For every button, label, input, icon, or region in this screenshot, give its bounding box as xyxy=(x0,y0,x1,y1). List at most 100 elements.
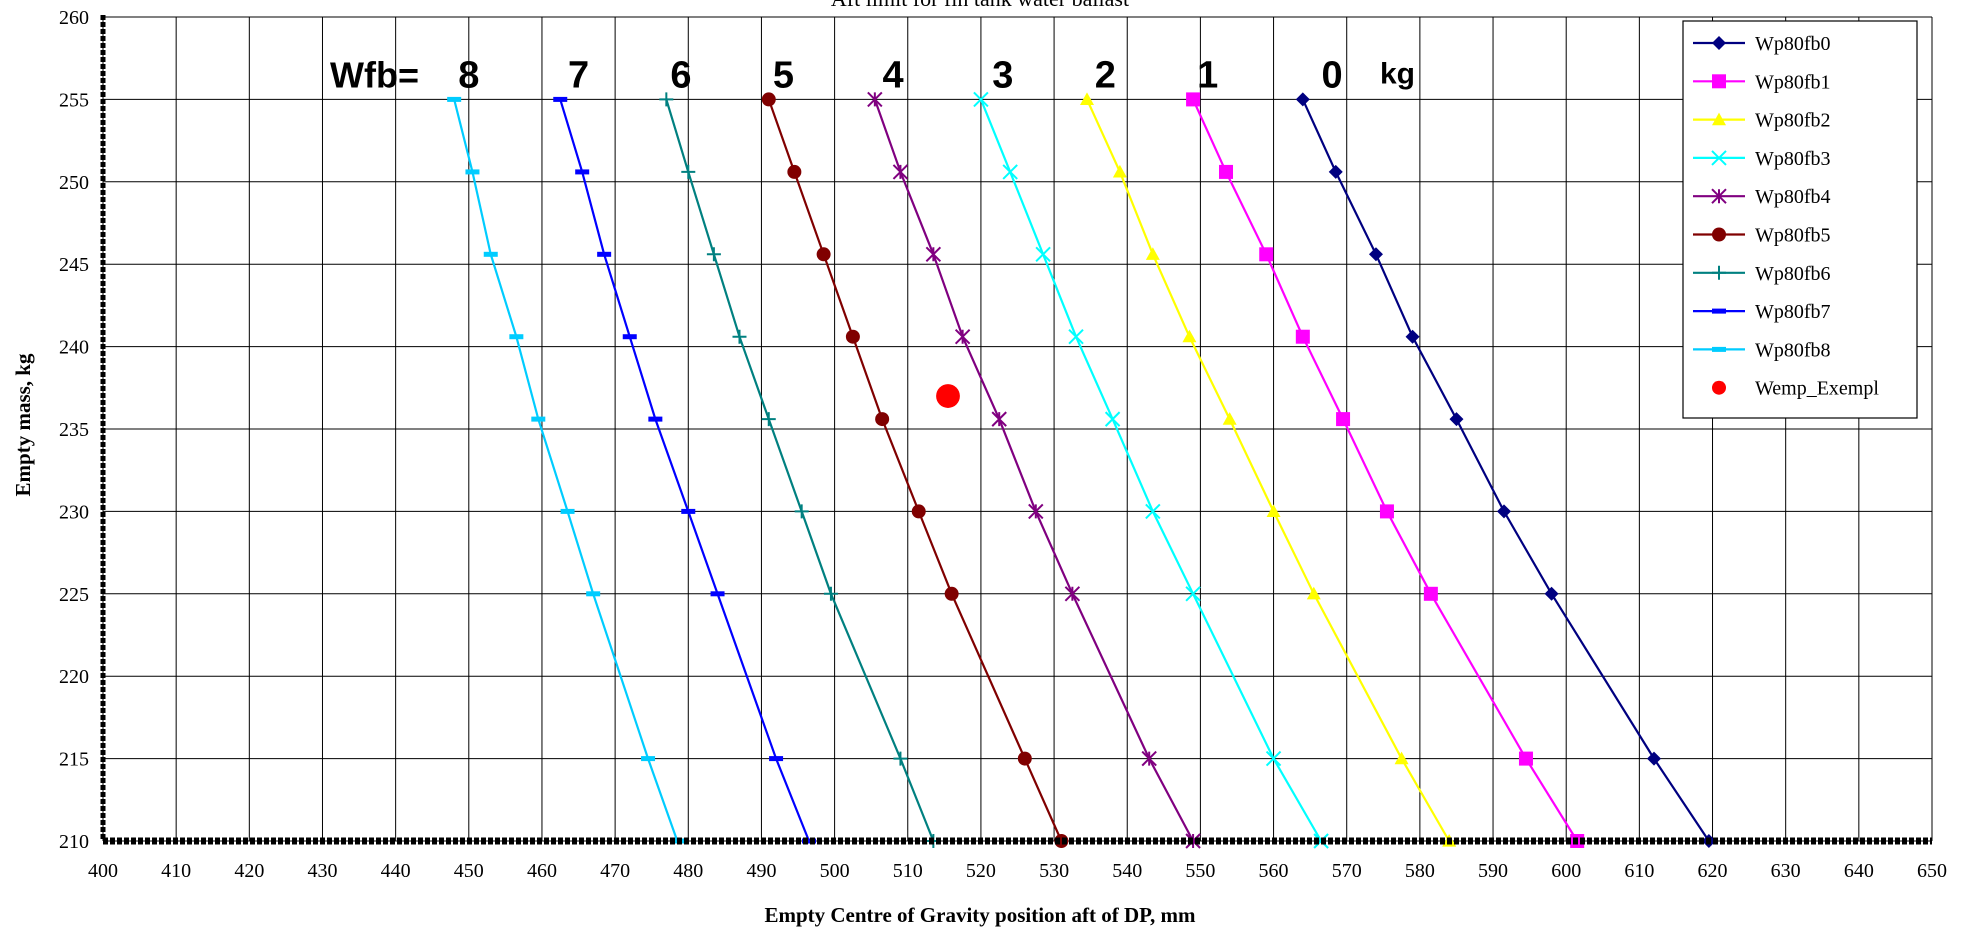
x-tick-label: 620 xyxy=(1698,860,1728,882)
legend-marker xyxy=(1711,150,1727,166)
y-tick-label: 220 xyxy=(59,666,89,688)
legend-item: Wp80fb2 xyxy=(1693,110,1831,132)
x-tick-label: 550 xyxy=(1185,860,1215,882)
x-tick-label: 590 xyxy=(1478,860,1508,882)
legend-label: Wp80fb0 xyxy=(1755,33,1831,55)
data-point xyxy=(1379,504,1394,519)
data-point xyxy=(1145,503,1161,520)
data-point xyxy=(911,504,926,519)
tick-labels: 400 410 420 430 440 450 460 470 480 490 500 510 520 5… xyxy=(59,7,1947,882)
data-point xyxy=(816,247,831,262)
data-point xyxy=(845,329,860,344)
x-axis-title: Empty Centre of Gravity position aft of … xyxy=(764,903,1196,927)
data-point xyxy=(681,164,696,179)
series-Wp80fb1 xyxy=(1186,92,1585,848)
data-point xyxy=(560,508,575,514)
x-tick-label: 520 xyxy=(966,860,996,882)
legend-label: Wp80fb2 xyxy=(1755,110,1831,132)
data-point xyxy=(801,838,816,844)
data-point xyxy=(1104,411,1121,427)
wfb-value-label: 6 xyxy=(670,54,691,96)
data-point xyxy=(1259,247,1274,262)
legend-marker xyxy=(1712,308,1726,314)
legend-marker xyxy=(1712,227,1726,242)
data-point xyxy=(1035,246,1051,263)
data-point xyxy=(1266,504,1281,517)
legend-item: Wp80fb7 xyxy=(1693,301,1831,323)
x-tick-label: 500 xyxy=(820,860,850,882)
y-tick-label: 245 xyxy=(59,254,89,276)
legend-item: Wp80fb5 xyxy=(1693,225,1831,247)
data-point xyxy=(1336,412,1351,427)
legend-label: Wp80fb3 xyxy=(1755,148,1831,170)
legend-label: Wp80fb6 xyxy=(1755,263,1831,285)
data-point xyxy=(553,96,568,102)
wfb-unit-label: kg xyxy=(1380,57,1415,90)
data-point xyxy=(1186,92,1201,107)
y-tick-label: 210 xyxy=(59,831,89,853)
x-tick-label: 560 xyxy=(1259,860,1289,882)
legend-label: Wemp_Exempl xyxy=(1755,378,1879,400)
data-point xyxy=(1368,247,1383,262)
x-tick-label: 610 xyxy=(1624,860,1654,882)
series-Wp80fb6 xyxy=(659,92,941,848)
x-tick-label: 460 xyxy=(527,860,557,882)
data-point xyxy=(659,92,674,107)
series-layer xyxy=(447,91,1716,849)
x-tick-label: 420 xyxy=(234,860,264,882)
data-point xyxy=(761,92,776,107)
data-point xyxy=(769,756,784,762)
data-point xyxy=(892,164,909,180)
series-Wp80fb5 xyxy=(761,92,1069,848)
data-point xyxy=(1405,329,1420,344)
x-tick-label: 480 xyxy=(673,860,703,882)
data-point xyxy=(1306,586,1321,600)
wfb-value-label: 0 xyxy=(1322,54,1343,96)
x-tick-label: 470 xyxy=(600,860,630,882)
wfb-value-label: 3 xyxy=(992,54,1013,96)
series-Wemp_Exempl xyxy=(936,384,960,408)
data-point xyxy=(509,334,524,340)
legend-label: Wp80fb1 xyxy=(1755,71,1831,93)
legend-item: Wemp_Exempl xyxy=(1712,378,1879,400)
wfb-prefix-label: Wfb= xyxy=(330,54,419,95)
data-point xyxy=(973,91,989,108)
x-tick-label: 570 xyxy=(1332,860,1362,882)
data-point xyxy=(1064,586,1081,602)
data-point xyxy=(954,329,971,345)
data-point xyxy=(1295,329,1310,344)
legend-label: Wp80fb4 xyxy=(1755,186,1831,208)
data-point xyxy=(447,96,462,102)
legend-marker xyxy=(1712,36,1726,50)
legend-label: Wp80fb8 xyxy=(1755,339,1831,361)
legend-label: Wp80fb7 xyxy=(1755,301,1831,323)
data-point xyxy=(1646,751,1661,766)
data-point xyxy=(710,591,725,597)
data-point xyxy=(483,251,498,257)
x-tick-label: 640 xyxy=(1844,860,1874,882)
x-tick-label: 430 xyxy=(307,860,337,882)
data-point xyxy=(1182,329,1197,343)
data-point xyxy=(867,91,883,108)
legend-item: Wp80fb3 xyxy=(1693,148,1831,170)
data-point xyxy=(706,247,721,262)
legend-item: Wp80fb1 xyxy=(1693,71,1831,93)
series-Wp80fb4 xyxy=(867,91,1201,849)
wfb-value-label: 8 xyxy=(458,54,479,96)
data-point xyxy=(1068,329,1084,345)
x-tick-label: 580 xyxy=(1405,860,1435,882)
series-Wp80fb8 xyxy=(447,96,685,844)
data-point xyxy=(893,751,908,766)
wfb-value-label: 2 xyxy=(1095,54,1116,96)
data-point xyxy=(1185,586,1201,602)
data-point xyxy=(944,586,959,601)
legend-marker xyxy=(1712,112,1726,126)
chart-title: Aft limit for fin tank water ballast xyxy=(831,0,1129,11)
y-axis-title: Empty mass, kg xyxy=(11,353,35,496)
data-point xyxy=(1295,92,1310,107)
legend: Wp80fb0 Wp80fb1 Wp80fb2 Wp80fb3 Wp80fb4 Wp80f… xyxy=(1682,20,1918,419)
legend-marker xyxy=(1711,188,1727,204)
